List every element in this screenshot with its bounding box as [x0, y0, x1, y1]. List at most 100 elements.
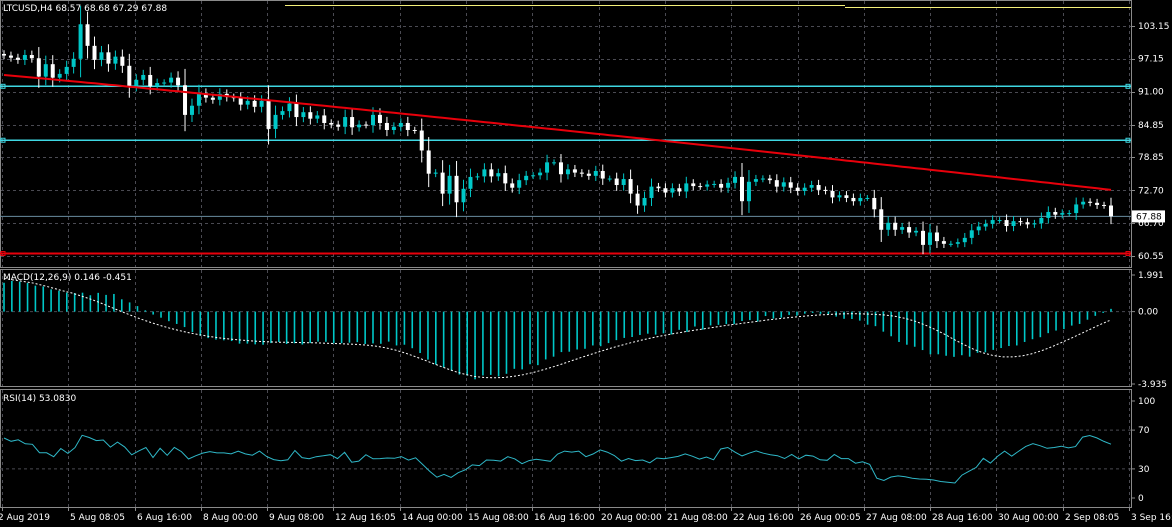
- candle-body: [106, 52, 111, 64]
- candle-body: [134, 79, 139, 86]
- candle-body: [315, 115, 320, 119]
- candle-body: [517, 180, 522, 188]
- candle-body: [649, 186, 654, 198]
- candle-body: [336, 124, 341, 127]
- candle-body: [1011, 221, 1016, 227]
- rsi-tick-label: 30: [1138, 465, 1150, 475]
- candle-body: [210, 97, 215, 100]
- candle-body: [1046, 211, 1051, 218]
- rsi-tick-label: 0: [1138, 494, 1144, 504]
- candle-body: [816, 185, 821, 190]
- candle-body: [948, 243, 953, 245]
- level-handle: [1125, 137, 1131, 143]
- candle-body: [1004, 220, 1009, 227]
- candle-body: [719, 183, 724, 188]
- candle-body: [565, 169, 570, 175]
- time-axis-label: 8 Aug 00:00: [203, 513, 258, 523]
- candle-body: [113, 56, 118, 64]
- candle-body: [426, 150, 431, 174]
- candle-body: [670, 188, 675, 193]
- time-axis-label: 16 Aug 16:00: [534, 513, 595, 523]
- candle-body: [92, 45, 97, 60]
- candle-body: [941, 241, 946, 244]
- candle-body: [872, 197, 877, 210]
- candle-body: [614, 178, 619, 186]
- candle-body: [1081, 201, 1086, 205]
- candle-body: [921, 230, 926, 245]
- rsi-tick-label: 70: [1138, 426, 1150, 436]
- candle-body: [398, 122, 403, 127]
- symbol-header: LTCUSD,H4 68.57 68.68 67.29 67.88: [3, 4, 167, 14]
- candle-body: [1060, 213, 1065, 215]
- macd-header: MACD(12,26,9) 0.146 -0.451: [3, 273, 132, 283]
- candle-body: [781, 182, 786, 187]
- candle-body: [15, 57, 20, 60]
- candle-body: [865, 197, 870, 199]
- candle-body: [1088, 201, 1093, 203]
- candle-body: [412, 129, 417, 131]
- candle-body: [273, 114, 278, 129]
- candle-body: [572, 169, 577, 173]
- candle-body: [886, 222, 891, 230]
- time-axis-label: 6 Aug 16:00: [137, 513, 192, 523]
- candle-body: [196, 93, 201, 106]
- candle-body: [343, 117, 348, 127]
- time-axis-label: 2 Aug 2019: [0, 513, 50, 523]
- candle-body: [127, 65, 132, 86]
- candle-body: [64, 66, 69, 74]
- rsi-panel-frame: [0, 389, 1132, 508]
- price-tick-label: 84.85: [1138, 121, 1164, 131]
- candle-body: [447, 175, 452, 194]
- candle-body: [371, 114, 375, 126]
- price-tick-label: 60.55: [1138, 252, 1164, 262]
- price-panel: [0, 5, 1131, 257]
- candle-body: [1102, 204, 1107, 206]
- main-panel-frame: [0, 0, 1132, 268]
- macd-tick-label: -3.935: [1138, 380, 1167, 390]
- candle-body: [830, 190, 835, 198]
- candle-body: [176, 77, 181, 86]
- candle-body: [691, 183, 696, 187]
- candle-body: [837, 195, 842, 198]
- time-axis-label: 14 Aug 00:00: [402, 513, 463, 523]
- price-tick-label: 91.00: [1138, 88, 1164, 98]
- price-tick-label: 97.15: [1138, 55, 1164, 65]
- candle-body: [1074, 204, 1079, 214]
- candle-body: [294, 103, 299, 118]
- candle-body: [391, 126, 396, 130]
- time-axis-label: 12 Aug 16:05: [335, 513, 396, 523]
- candle-body: [823, 189, 828, 191]
- price-tick-label: 72.70: [1138, 186, 1164, 196]
- time-axis-label: 28 Aug 16:00: [932, 513, 993, 523]
- candle-body: [969, 230, 974, 238]
- rsi-header: RSI(14) 53.0830: [3, 394, 76, 404]
- candle-body: [809, 185, 814, 188]
- candle-body: [405, 122, 410, 130]
- candle-body: [607, 178, 612, 180]
- macd-panel-frame: [0, 269, 1132, 387]
- candle-body: [1018, 221, 1023, 223]
- candle-body: [802, 187, 807, 191]
- candle-body: [552, 162, 557, 164]
- level-handle: [0, 137, 6, 143]
- candle-body: [677, 188, 682, 192]
- candle-body: [656, 186, 661, 189]
- candle-body: [1067, 213, 1072, 215]
- time-axis-label: 27 Aug 08:00: [866, 513, 927, 523]
- candle-body: [2, 53, 6, 56]
- candle-body: [329, 122, 334, 125]
- candle-body: [308, 112, 313, 119]
- candle-body: [1095, 202, 1100, 205]
- candle-body: [558, 162, 563, 175]
- candle-body: [169, 77, 174, 83]
- candle-body: [962, 237, 967, 243]
- candle-body: [900, 227, 905, 230]
- candle-body: [593, 170, 598, 176]
- candle-body: [698, 186, 703, 188]
- candle-body: [155, 83, 160, 87]
- candle-body: [183, 85, 188, 115]
- candle-body: [684, 183, 689, 192]
- axis-labels: 103.15 97.15 91.00 84.85 78.85 72.70 66.70 60.5…: [0, 22, 1172, 523]
- candle-body: [454, 175, 459, 203]
